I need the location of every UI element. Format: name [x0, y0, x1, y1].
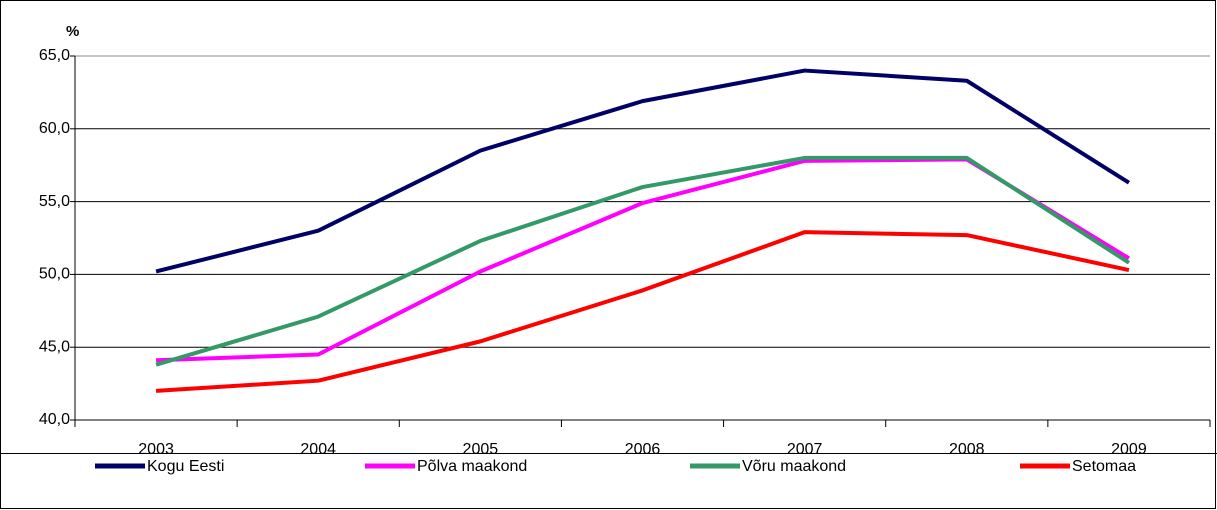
- x-tick-label: 2009: [1111, 441, 1147, 458]
- y-tick-label: 65,0: [39, 47, 70, 64]
- x-tick-label: 2004: [300, 441, 336, 458]
- y-tick-label: 60,0: [39, 120, 70, 137]
- series-line: [155, 68, 1130, 274]
- y-tick-label: 55,0: [39, 193, 70, 210]
- legend-label: Kogu Eesti: [147, 458, 224, 475]
- x-tick-label: 2005: [463, 441, 499, 458]
- legend-label: Põlva maakond: [417, 458, 527, 475]
- y-axis-label: %: [66, 23, 79, 40]
- y-tick-label: 45,0: [39, 338, 70, 355]
- x-tick-label: 2003: [138, 441, 174, 458]
- y-tick-label: 40,0: [39, 411, 70, 428]
- x-tick-label: 2006: [625, 441, 661, 458]
- y-tick-label: 50,0: [39, 266, 70, 283]
- legend-label: Võru maakond: [742, 458, 846, 475]
- x-tick-label: 2007: [787, 441, 823, 458]
- legend-label: Setomaa: [1072, 458, 1136, 475]
- series-line: [155, 230, 1130, 393]
- x-tick-label: 2008: [949, 441, 985, 458]
- series-line: [155, 155, 1131, 367]
